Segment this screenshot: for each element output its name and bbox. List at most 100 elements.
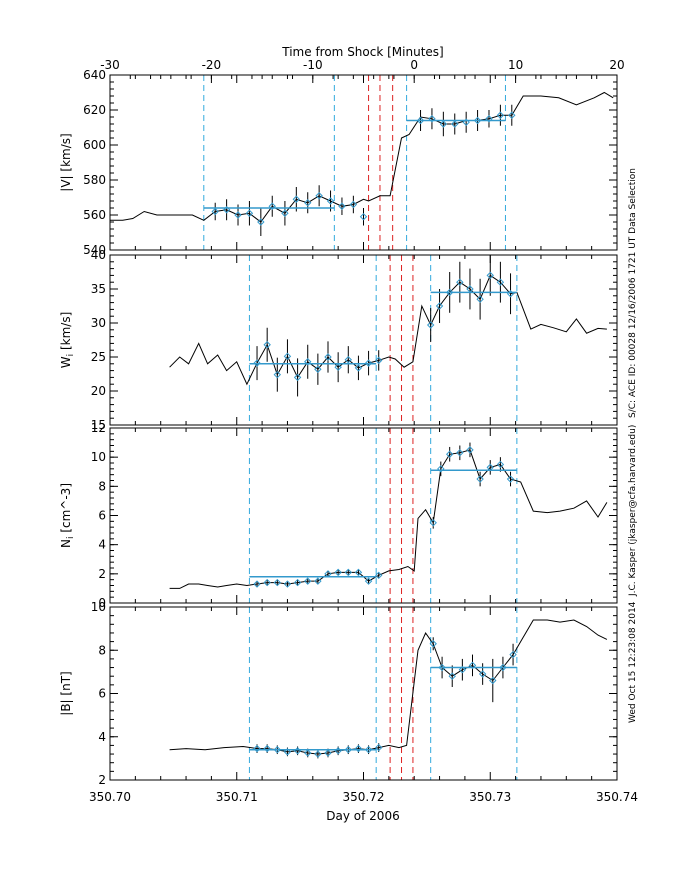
field-ytick-label-1: 4 xyxy=(98,730,106,744)
width-ytick-label-3: 30 xyxy=(91,316,106,330)
x-tick-label-2: 350.72 xyxy=(343,790,385,804)
density-point-1 xyxy=(263,578,271,587)
speed-point-0 xyxy=(211,207,219,216)
top-axis-title: Time from Shock [Minutes] xyxy=(281,45,443,59)
speed-ytick-label-2: 580 xyxy=(83,173,106,187)
side-annotation-date: Wed Oct 15 12:23:08 2014 xyxy=(628,601,638,723)
field-ytick-label-2: 6 xyxy=(98,687,106,701)
x-tick-label-4: 350.74 xyxy=(596,790,638,804)
width-frame xyxy=(109,254,618,426)
speed-point-2 xyxy=(234,211,242,219)
density-ytick-label-1: 2 xyxy=(98,567,106,581)
width-point-14 xyxy=(435,302,444,310)
x-axis-title: Day of 2006 xyxy=(326,809,399,823)
field-point-13 xyxy=(429,640,437,648)
density-ytick-label-5: 10 xyxy=(91,450,106,464)
width-point-13 xyxy=(426,321,435,329)
width-point-15 xyxy=(445,288,454,297)
density-point-16 xyxy=(456,449,464,457)
width-ytick-label-0: 15 xyxy=(91,418,106,432)
density-ytick-label-6: 12 xyxy=(91,421,106,435)
field-point-6 xyxy=(314,750,322,758)
width-point-5 xyxy=(304,358,312,366)
speed-point-3 xyxy=(245,209,254,217)
width-point-4 xyxy=(293,373,302,382)
density-point-2 xyxy=(273,578,282,587)
speed-ylabel: |V| [km/s] xyxy=(59,133,73,191)
width-ytick-label-2: 25 xyxy=(91,350,106,364)
field-point-3 xyxy=(283,748,292,756)
density-point-9 xyxy=(344,568,352,577)
density-ytick-label-3: 6 xyxy=(98,509,106,523)
speed-trace xyxy=(110,91,614,223)
top-tick-label-1: -20 xyxy=(202,58,222,72)
field-point-12 xyxy=(375,743,383,752)
speed-point-17 xyxy=(451,120,459,128)
density-point-10 xyxy=(354,568,363,577)
density-point-14 xyxy=(437,465,445,473)
speed-point-5 xyxy=(268,202,276,210)
field-point-10 xyxy=(354,744,363,753)
density-point-12 xyxy=(375,571,383,579)
field-ylabel: |B| [nT] xyxy=(59,671,73,715)
speed-point-22 xyxy=(508,111,516,119)
field-trace xyxy=(169,619,608,755)
x-tick-label-3: 350.73 xyxy=(469,790,511,804)
field-point-14 xyxy=(438,663,446,672)
field-point-7 xyxy=(324,749,332,757)
field-point-15 xyxy=(448,672,456,680)
density-point-13 xyxy=(429,519,437,527)
field-point-1 xyxy=(263,744,271,753)
top-tick-label-2: -10 xyxy=(303,58,323,72)
width-point-20 xyxy=(496,278,505,286)
speed-point-20 xyxy=(485,115,493,123)
speed-ytick-label-1: 560 xyxy=(83,208,106,222)
speed-point-11 xyxy=(338,202,346,210)
field-point-0 xyxy=(253,744,261,753)
width-point-2 xyxy=(273,370,282,379)
width-point-9 xyxy=(344,356,352,364)
density-point-0 xyxy=(253,580,261,588)
width-point-11 xyxy=(364,359,373,367)
top-tick-label-5: 20 xyxy=(609,58,624,72)
panel-speed xyxy=(109,74,618,251)
width-ylabel: Wi [km/s] xyxy=(59,312,76,369)
speed-point-10 xyxy=(326,197,335,205)
width-point-8 xyxy=(334,363,342,371)
density-point-11 xyxy=(364,577,373,585)
speed-point-4 xyxy=(257,218,265,226)
density-point-20 xyxy=(496,460,505,469)
speed-point-16 xyxy=(439,120,448,128)
field-point-9 xyxy=(344,746,352,754)
field-point-11 xyxy=(364,746,373,754)
x-tick-label-0: 350.70 xyxy=(89,790,131,804)
density-ylabel: Ni [cm^-3] xyxy=(59,483,76,548)
density-point-6 xyxy=(314,577,322,585)
speed-point-7 xyxy=(292,195,301,203)
panel-width xyxy=(109,254,618,426)
field-ytick-label-0: 2 xyxy=(98,773,106,787)
density-point-15 xyxy=(445,450,454,458)
density-point-18 xyxy=(476,475,484,483)
width-point-12 xyxy=(375,356,383,365)
width-ytick-label-4: 35 xyxy=(91,282,106,296)
density-point-21 xyxy=(506,475,515,483)
width-point-16 xyxy=(456,278,464,286)
density-point-5 xyxy=(304,577,312,585)
width-point-19 xyxy=(486,271,494,280)
width-point-18 xyxy=(476,295,484,303)
speed-point-9 xyxy=(315,192,323,200)
field-point-2 xyxy=(273,746,282,754)
width-point-0 xyxy=(253,359,261,367)
speed-point-6 xyxy=(281,209,289,217)
field-point-19 xyxy=(489,676,497,685)
top-tick-label-0: -30 xyxy=(100,58,120,72)
density-ytick-label-2: 4 xyxy=(98,538,106,552)
speed-ytick-label-5: 640 xyxy=(83,68,106,82)
speed-point-13 xyxy=(359,213,368,221)
speed-point-15 xyxy=(428,115,436,123)
speed-ytick-label-3: 600 xyxy=(83,138,106,152)
speed-point-21 xyxy=(496,111,505,119)
